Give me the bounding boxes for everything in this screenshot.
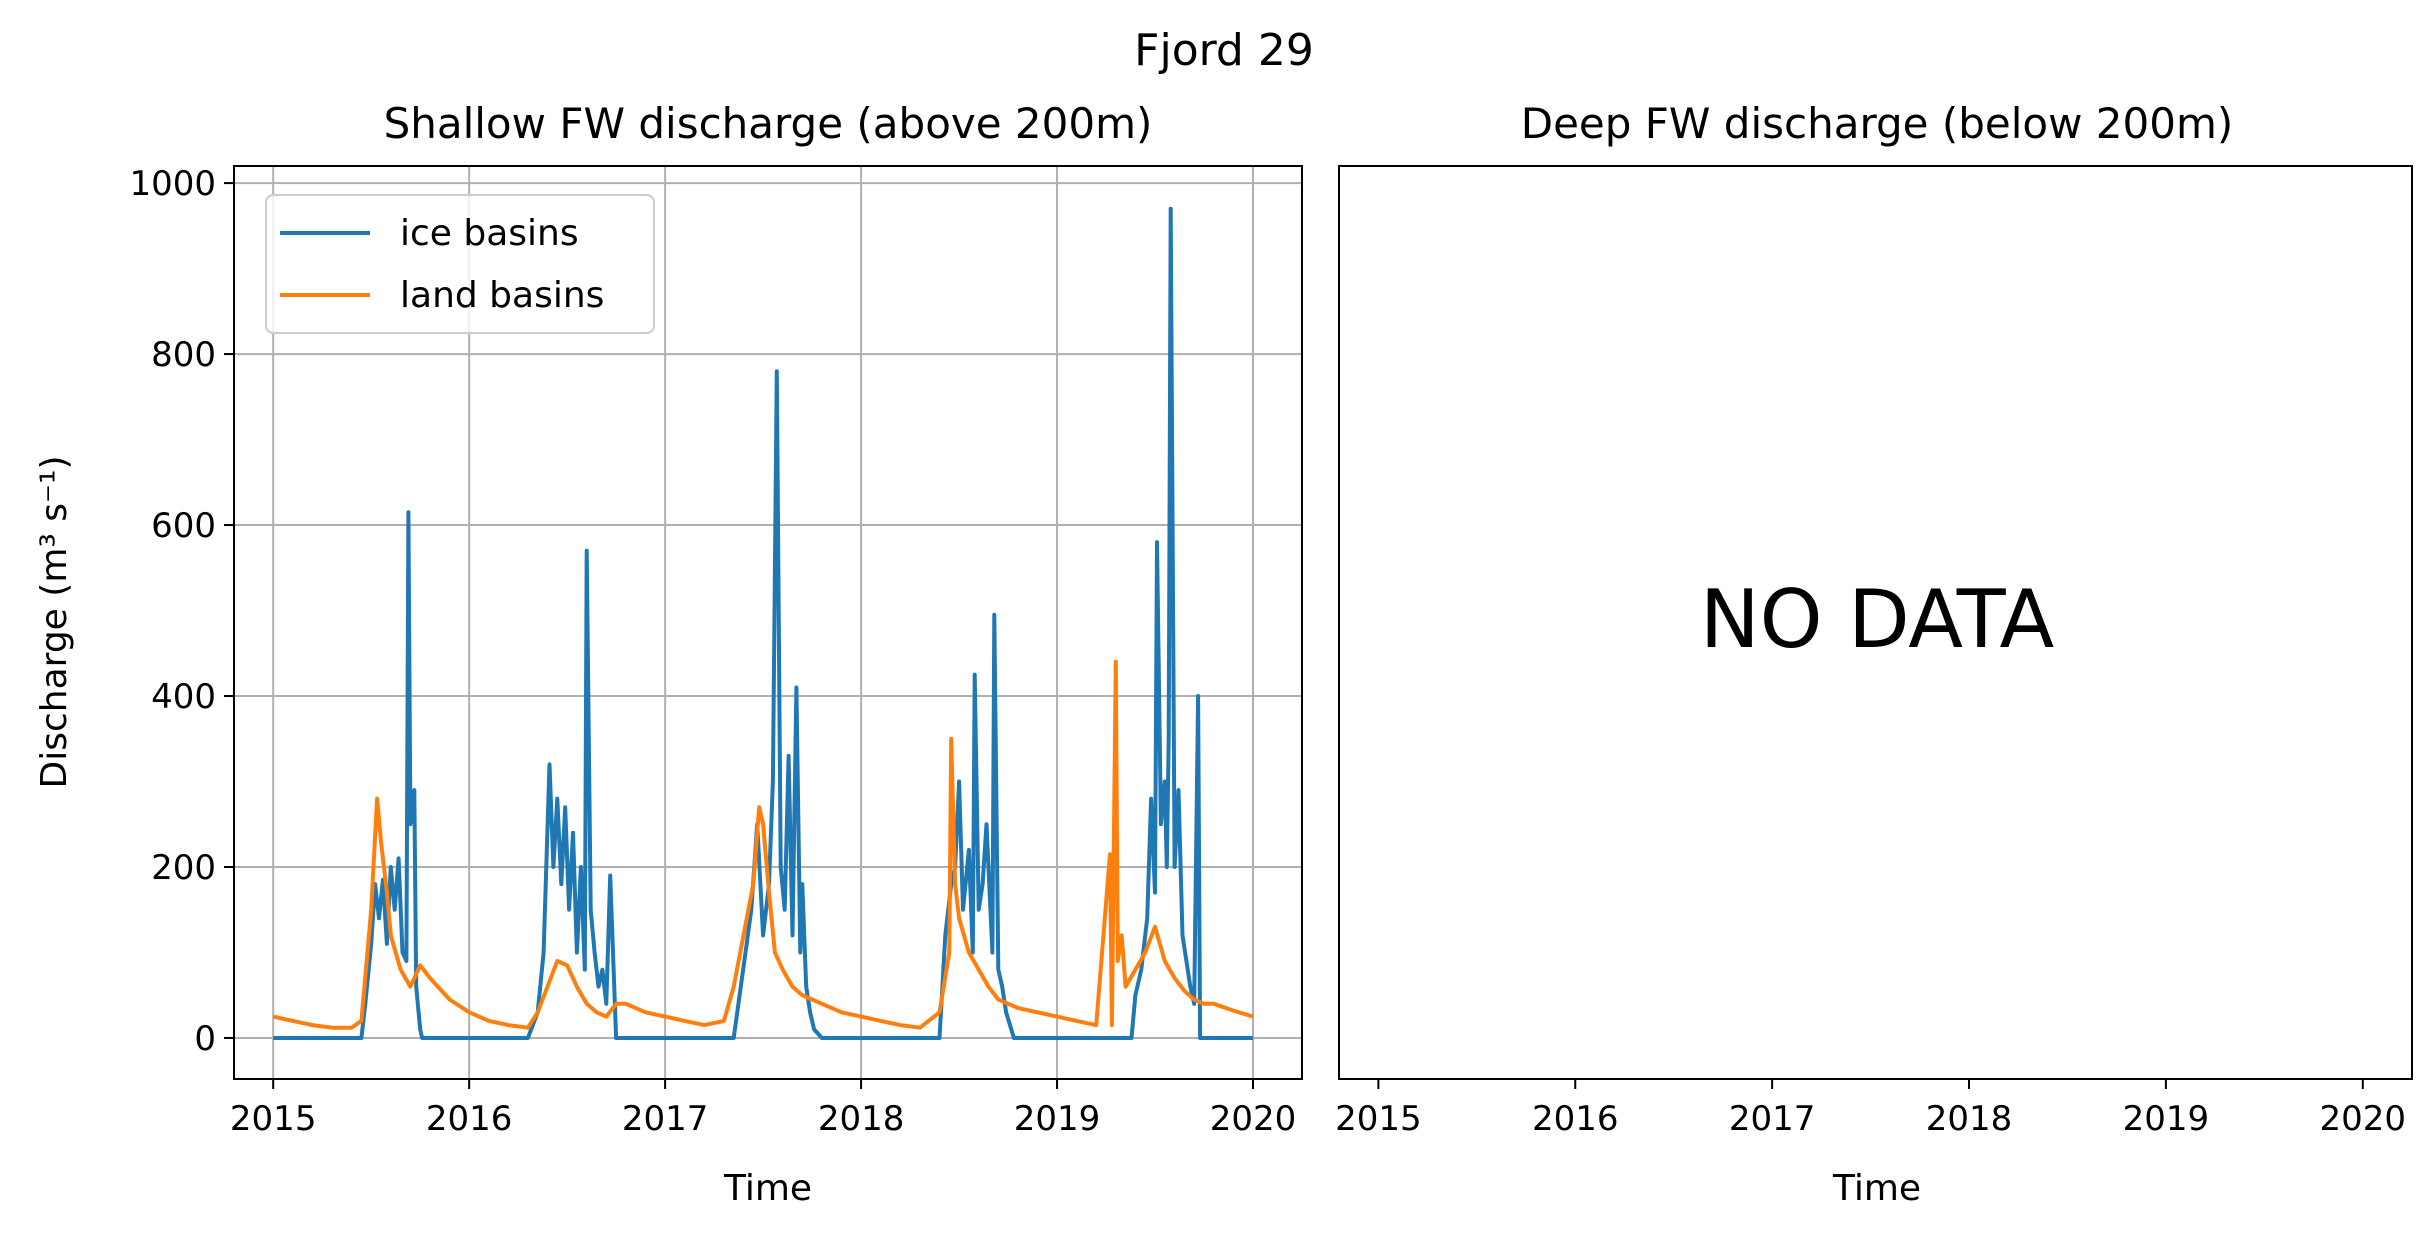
- deep-x-ticks: 2015 2016 2017 2018 2019 2020: [1335, 1079, 2406, 1139]
- deep-x-axis-label: Time: [1832, 1168, 1921, 1209]
- figure-suptitle: Fjord 29: [1134, 25, 1314, 76]
- shallow-grid: [234, 166, 1302, 1079]
- x-tick-label: 2016: [426, 1099, 513, 1139]
- y-tick-label: 600: [151, 506, 216, 546]
- x-tick-label: 2017: [622, 1099, 709, 1139]
- y-tick-label: 0: [194, 1019, 216, 1059]
- shallow-x-axis-label: Time: [723, 1168, 812, 1209]
- x-tick-label: 2017: [1729, 1099, 1816, 1139]
- legend: ice basins land basins: [265, 194, 655, 334]
- shallow-y-ticks: 0 200 400 600 800 1000: [129, 164, 234, 1059]
- y-tick-label: 1000: [129, 164, 216, 204]
- x-tick-label: 2018: [818, 1099, 905, 1139]
- shallow-y-axis-label: Discharge (m³ s⁻¹): [34, 456, 75, 789]
- deep-discharge-panel: Deep FW discharge (below 200m) NO DATA 2…: [1335, 99, 2413, 1209]
- legend-label-ice-basins: ice basins: [400, 213, 579, 254]
- x-tick-label: 2015: [1335, 1099, 1422, 1139]
- y-tick-label: 400: [151, 677, 216, 717]
- x-tick-label: 2020: [2320, 1099, 2407, 1139]
- shallow-panel-title: Shallow FW discharge (above 200m): [384, 99, 1153, 148]
- shallow-discharge-panel: Shallow FW discharge (above 200m) 2015 20…: [34, 99, 1303, 1209]
- deep-panel-title: Deep FW discharge (below 200m): [1521, 99, 2234, 148]
- y-tick-label: 800: [151, 335, 216, 375]
- deep-axes-frame: [1338, 165, 2413, 1080]
- x-tick-label: 2018: [1926, 1099, 2013, 1139]
- legend-label-land-basins: land basins: [400, 275, 604, 316]
- x-tick-label: 2016: [1532, 1099, 1619, 1139]
- shallow-x-ticks: 2015 2016 2017 2018 2019 2020: [230, 1079, 1296, 1139]
- legend-box: [265, 194, 655, 334]
- x-tick-label: 2015: [230, 1099, 317, 1139]
- series-line-ice-basins: [273, 206, 1253, 1040]
- x-tick-label: 2019: [1014, 1099, 1101, 1139]
- x-tick-label: 2019: [2123, 1099, 2210, 1139]
- y-tick-label: 200: [151, 848, 216, 888]
- shallow-axes-frame: [233, 165, 1303, 1080]
- shallow-series-lines: [272, 206, 1254, 1040]
- series-line-land-basins: [272, 659, 1254, 1030]
- no-data-annotation: NO DATA: [1700, 573, 2055, 666]
- x-tick-label: 2020: [1210, 1099, 1297, 1139]
